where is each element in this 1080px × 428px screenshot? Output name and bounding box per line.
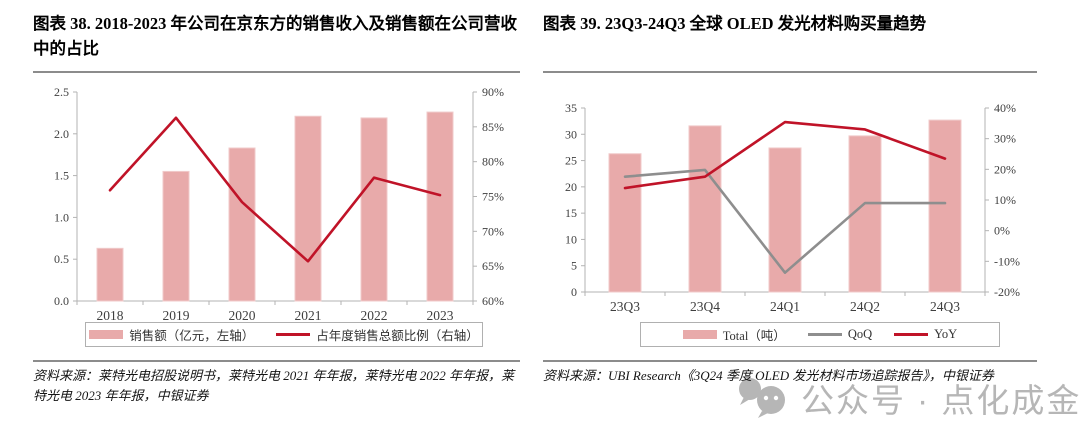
legend-item-yoy: YoY [894,327,957,342]
figure-39-legend: Total（吨） QoQ YoY [640,322,1000,347]
svg-text:0.5: 0.5 [54,252,69,266]
svg-text:2.0: 2.0 [54,127,69,141]
svg-text:24Q1: 24Q1 [770,299,800,314]
watermark: 公众号 · 点化成金 [736,374,1080,422]
svg-text:15: 15 [565,206,577,220]
svg-text:2023: 2023 [427,308,454,322]
svg-text:1.5: 1.5 [54,169,69,183]
bar-series [96,111,454,302]
svg-text:24Q3: 24Q3 [930,299,960,314]
svg-text:25: 25 [565,154,577,168]
legend-label: QoQ [847,327,873,341]
svg-text:0%: 0% [994,224,1010,238]
svg-text:2020: 2020 [229,308,256,322]
oled-material-bar-line-chart: 0 5 10 15 20 25 30 35 -20% -10% 0% 10% 20% 30% 40% 23Q3… [565,101,1020,314]
legend-item-total: Total（吨） [682,325,786,344]
axes: 0.0 0.5 1.0 1.5 2.0 2.5 60% 65% 70% 75% 80% 85% 90% 2… [54,85,504,322]
figure-39-source: 资料来源：UBI Research《3Q24 季度 OLED 发光材料市场追踪报… [543,368,994,383]
figure-38-title: 图表 38. 2018-2023 年公司在京东方的销售收入及销售额在公司营收中的… [33,14,517,58]
legend-label: 占年度销售总额比例（右轴） [316,329,479,343]
svg-text:90%: 90% [482,85,504,99]
line-swatch-icon [894,333,929,336]
figure-39-title: 图表 39. 23Q3-24Q3 全球 OLED 发光材料购买量趋势 [543,14,927,33]
svg-text:20: 20 [565,180,577,194]
figure-39-panel: 图表 39. 23Q3-24Q3 全球 OLED 发光材料购买量趋势 0 5 10 1… [543,0,1037,428]
figure-38-panel: 图表 38. 2018-2023 年公司在京东方的销售收入及销售额在公司营收中的… [33,0,520,428]
svg-text:35: 35 [565,101,577,115]
legend-label: YoY [934,327,958,341]
line-swatch-icon [276,333,311,336]
svg-text:30%: 30% [994,132,1016,146]
source-divider [33,360,520,362]
axes: 0 5 10 15 20 25 30 35 -20% -10% 0% 10% 20% 30% 40% 23Q3… [565,101,1020,314]
svg-text:2.5: 2.5 [54,85,69,99]
svg-text:23Q3: 23Q3 [610,299,640,314]
svg-text:2022: 2022 [361,308,388,322]
svg-text:30: 30 [565,127,577,141]
svg-text:40%: 40% [994,101,1016,115]
svg-text:1.0: 1.0 [54,210,69,224]
bar-swatch-icon [89,330,124,339]
svg-text:-10%: -10% [994,254,1020,268]
svg-text:23Q4: 23Q4 [690,299,720,314]
wechat-icon [739,378,785,418]
svg-text:5: 5 [571,259,577,273]
svg-text:70%: 70% [482,224,504,238]
line-series [108,116,442,263]
figure-38-source: 资料来源：莱特光电招股说明书，莱特光电 2021 年年报，莱特光电 2022 年… [33,368,515,404]
line-series [623,120,947,274]
legend-label: Total（吨） [722,329,786,343]
line-swatch-icon [807,333,842,336]
legend-item-sales: 销售额（亿元，左轴） [89,325,254,344]
svg-text:2018: 2018 [97,308,124,322]
boe-sales-bar-line-chart: 0.0 0.5 1.0 1.5 2.0 2.5 60% 65% 70% 75% 80% 85% 90% 2… [54,85,504,322]
svg-text:24Q2: 24Q2 [850,299,880,314]
svg-text:80%: 80% [482,155,504,169]
svg-text:2019: 2019 [163,308,190,322]
legend-item-qoq: QoQ [807,327,873,342]
legend-item-ratio: 占年度销售总额比例（右轴） [276,325,479,344]
title-divider [33,71,520,73]
svg-text:-20%: -20% [994,285,1020,299]
watermark-text: 公众号 · 点化成金 [801,382,1080,419]
title-divider [543,71,1037,73]
legend-label: 销售额（亿元，左轴） [129,329,255,343]
svg-text:85%: 85% [482,120,504,134]
svg-text:10: 10 [565,232,577,246]
svg-text:65%: 65% [482,259,504,273]
svg-text:0: 0 [571,285,577,299]
svg-text:0.0: 0.0 [54,294,69,308]
figure-38-legend: 销售额（亿元，左轴） 占年度销售总额比例（右轴） [85,322,483,347]
svg-text:2021: 2021 [295,308,322,322]
svg-text:75%: 75% [482,190,504,204]
source-divider [543,360,1037,362]
svg-text:10%: 10% [994,193,1016,207]
svg-text:60%: 60% [482,294,504,308]
svg-text:20%: 20% [994,162,1016,176]
bar-swatch-icon [682,330,717,339]
